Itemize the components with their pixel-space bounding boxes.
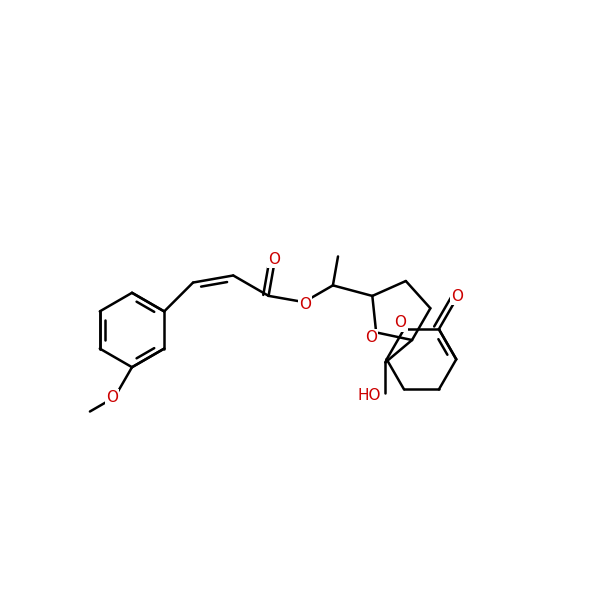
Text: O: O — [451, 289, 463, 304]
Text: O: O — [269, 252, 281, 267]
Text: O: O — [106, 390, 118, 405]
Text: HO: HO — [357, 388, 380, 403]
Text: O: O — [394, 316, 406, 331]
Text: O: O — [299, 297, 311, 312]
Text: O: O — [365, 330, 377, 345]
